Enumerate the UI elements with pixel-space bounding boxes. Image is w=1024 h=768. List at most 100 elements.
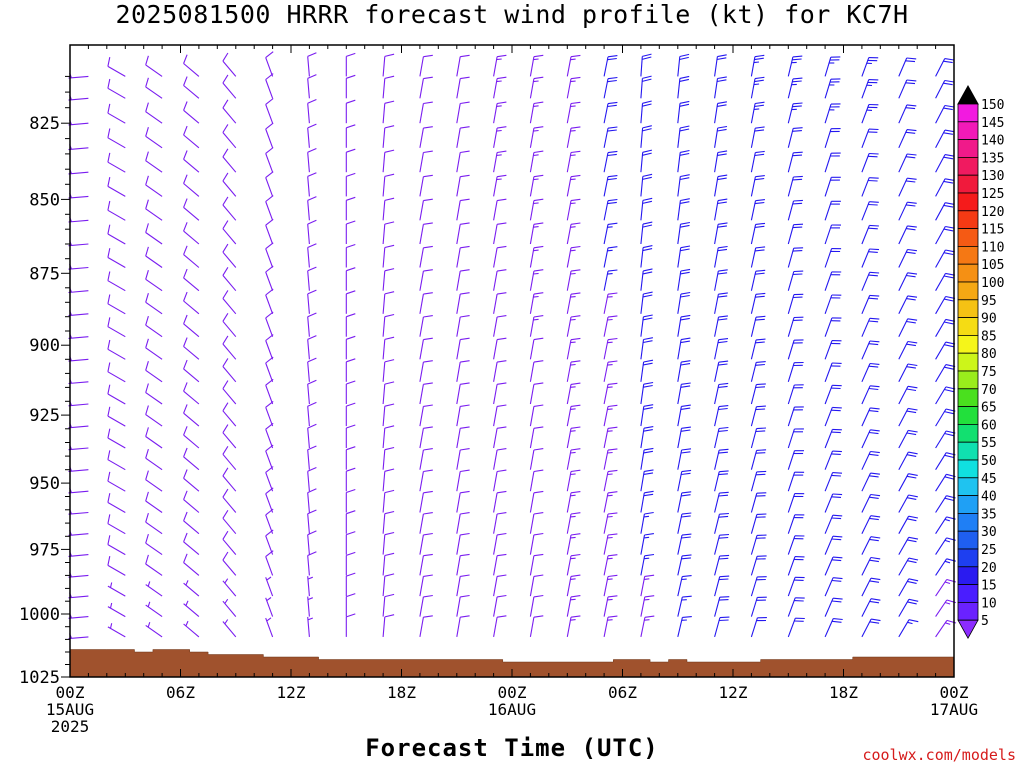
wind-barb (307, 196, 317, 221)
wind-barb (640, 447, 654, 470)
wind-barb (222, 551, 237, 576)
wind-barb (935, 58, 955, 77)
wind-barb (382, 552, 395, 576)
wind-barb (107, 176, 126, 197)
wind-barb (935, 225, 955, 245)
wind-barb (382, 75, 395, 99)
wind-barb (107, 582, 126, 597)
wind-barb (382, 489, 395, 513)
wind-barb (529, 448, 544, 470)
wind-barb (640, 337, 654, 360)
wind-barb (382, 359, 395, 382)
wind-barb (750, 449, 767, 470)
wind-barb (345, 124, 356, 148)
wind-barb (529, 150, 544, 173)
wind-barb (529, 469, 544, 492)
wind-barb (493, 198, 507, 221)
wind-barb (345, 52, 356, 77)
wind-barb (677, 100, 690, 124)
wind-barb (183, 245, 200, 268)
wind-barb (183, 580, 200, 597)
wind-barb (307, 98, 317, 124)
legend-label: 130 (981, 169, 1004, 184)
legend-label: 150 (981, 98, 1004, 113)
wind-barb (265, 122, 274, 148)
wind-barb (750, 222, 766, 245)
wind-barb (714, 101, 727, 124)
wind-barb (493, 426, 507, 449)
wind-barb (68, 487, 89, 494)
wind-barb (145, 361, 163, 383)
legend-label: 60 (981, 418, 997, 433)
wind-barb (935, 452, 956, 470)
wind-barb (456, 76, 470, 99)
wind-barb (456, 126, 470, 148)
wind-barb (824, 384, 842, 405)
wind-barb (68, 263, 89, 270)
wind-barb (456, 174, 470, 197)
wind-barb (677, 314, 691, 337)
wind-barb (183, 150, 200, 173)
legend-label: 125 (981, 187, 1004, 202)
wind-barb (603, 126, 618, 148)
wind-barb (68, 119, 89, 126)
x-tick-label: 17AUG (930, 700, 978, 719)
wind-barb (493, 269, 507, 291)
wind-barb (382, 291, 395, 314)
wind-barb (898, 557, 919, 576)
wind-barb (787, 127, 803, 148)
wind-barb (382, 173, 395, 197)
wind-barb (824, 577, 843, 597)
wind-barb (898, 598, 919, 617)
wind-barb (603, 101, 618, 124)
wind-barb (107, 623, 126, 638)
wind-barb (419, 404, 433, 427)
wind-barb (750, 101, 765, 124)
legend-label: 55 (981, 436, 997, 451)
wind-barb (183, 314, 200, 338)
wind-barb (640, 245, 653, 268)
wind-barb (750, 269, 766, 291)
wind-barb (107, 78, 126, 99)
wind-barb (222, 243, 237, 268)
wind-barb (714, 222, 728, 245)
wind-barb (307, 172, 317, 197)
legend-label: 145 (981, 116, 1004, 131)
legend-label: 120 (981, 205, 1004, 220)
wind-barb (935, 430, 956, 449)
wind-barb (677, 75, 690, 99)
wind-barb (345, 593, 356, 617)
wind-barb (107, 362, 126, 383)
wind-barb (529, 490, 544, 513)
wind-barb (68, 551, 89, 557)
wind-barb (898, 473, 918, 492)
wind-barb (222, 578, 237, 597)
wind-barb (493, 101, 507, 124)
wind-barb (566, 533, 581, 555)
wind-barb (307, 357, 317, 382)
wind-barb (183, 447, 200, 471)
x-tick-label: 06Z (166, 683, 195, 702)
wind-barb (529, 382, 544, 405)
legend-swatch (957, 530, 979, 550)
wind-barb (265, 576, 274, 597)
wind-barb (419, 54, 433, 77)
wind-barb (419, 574, 433, 597)
wind-barb (265, 550, 274, 576)
wind-barb (345, 488, 356, 513)
wind-barb (222, 172, 237, 197)
wind-barb (145, 512, 163, 535)
wind-barb (603, 55, 618, 77)
wind-barb (824, 103, 841, 124)
wind-barb (265, 444, 274, 470)
wind-barb (861, 103, 879, 124)
y-tick-label: 925 (29, 406, 60, 426)
wind-barb (419, 174, 433, 197)
wind-barb (265, 195, 274, 221)
wind-barb (307, 551, 317, 576)
wind-barb (419, 448, 433, 470)
wind-barb (307, 74, 317, 99)
wind-barb (183, 511, 200, 535)
wind-barb (861, 271, 880, 291)
wind-barb (935, 473, 956, 492)
